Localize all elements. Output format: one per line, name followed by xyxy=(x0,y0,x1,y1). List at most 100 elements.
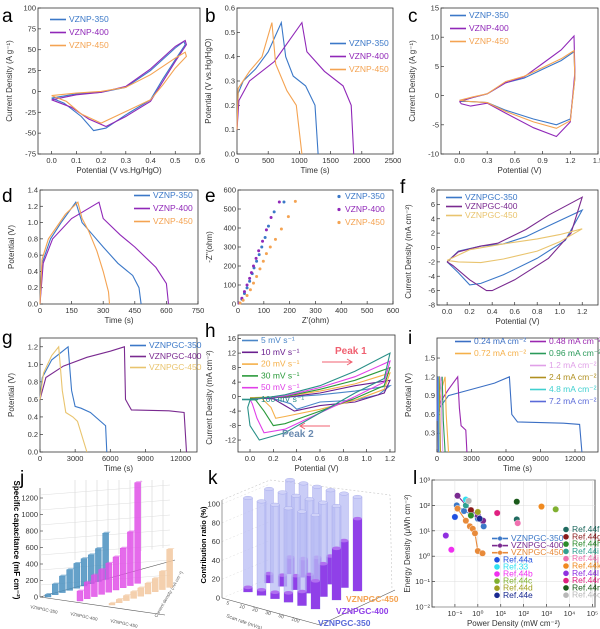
x-tick-label: 2500 xyxy=(385,156,402,165)
x-tick-label: 0.2 xyxy=(96,156,106,165)
legend-label: VZNPGC-350 xyxy=(465,192,518,202)
y-tick-label: -8 xyxy=(428,301,435,310)
y-tick-label: 0.0 xyxy=(28,300,38,309)
x-tick-label: 1.2 xyxy=(577,307,587,316)
bar-top xyxy=(113,555,121,557)
grid-line xyxy=(39,514,171,526)
legend-label: 1.2 mA cm⁻² xyxy=(549,360,597,370)
data-point xyxy=(266,224,270,228)
data-point xyxy=(245,286,249,290)
x-axis-label: Potential (V vs.Hg/HgO) xyxy=(76,166,162,175)
cylinder-top xyxy=(297,509,307,514)
x-tick-label: 3000 xyxy=(463,454,480,463)
legend-marker xyxy=(563,570,569,577)
cylinder-total xyxy=(283,508,294,603)
y-tick-label: 1.2 xyxy=(425,372,435,381)
data-point xyxy=(279,227,283,231)
data-point xyxy=(467,512,475,519)
x-tick-label: 0 xyxy=(38,454,42,463)
cylinder-top xyxy=(298,481,309,486)
x-tick-label: 1.2 xyxy=(385,454,395,463)
series-line xyxy=(39,345,88,453)
x-tick-label: 1500 xyxy=(322,156,339,165)
data-point xyxy=(248,276,252,280)
y-tick-label: 0.9 xyxy=(425,391,435,400)
bar-top xyxy=(120,546,129,549)
legend-label: Ref.44f xyxy=(572,524,600,534)
data-point xyxy=(272,210,276,214)
x-tick-label: 0.0 xyxy=(46,156,56,165)
y-tick-label: 1.4 xyxy=(28,186,38,195)
data-point xyxy=(286,215,290,219)
y-tick-label: 200 xyxy=(25,576,38,585)
y-tick-label: 0.4 xyxy=(28,267,38,276)
bar xyxy=(98,569,105,595)
y-tick-label: 20 xyxy=(212,575,220,584)
legend-label: Ref.44c xyxy=(503,576,533,586)
legend-label: VZNP-450 xyxy=(469,36,509,46)
x-tick-label: 500 xyxy=(262,156,275,165)
panel-label: f xyxy=(400,177,406,198)
y-tick-label: 0.6 xyxy=(28,395,38,404)
y-tick-label: 300 xyxy=(223,243,236,252)
panel-label: b xyxy=(205,6,216,27)
legend-label: VZNPGC-350 xyxy=(511,533,564,543)
cylinder-capacitive xyxy=(305,574,314,594)
y-tick-label: 0.8 xyxy=(28,234,38,243)
cylinder-capacitive-top xyxy=(257,587,266,592)
bar-top xyxy=(98,568,107,570)
panel-label: h xyxy=(205,321,216,342)
y-tick-label: 0 xyxy=(435,91,439,100)
series-line xyxy=(39,346,188,453)
x-tick-label: 750 xyxy=(192,306,205,315)
x-tick-label: 0.5 xyxy=(170,156,180,165)
y-tick-label: -10 xyxy=(428,150,439,159)
x-axis-label: Time (s) xyxy=(104,464,133,473)
y-axis-label: Specific capacitance (mF cm⁻²) xyxy=(12,481,21,600)
y-tick-label: 0.4 xyxy=(225,52,235,61)
legend-label: Ref.44d xyxy=(503,583,533,593)
x-tick-label: 30 xyxy=(264,610,271,618)
cylinder-capacitive xyxy=(353,518,362,591)
legend-label: VZNP-450 xyxy=(345,217,385,227)
legend-label: Ref.44j xyxy=(572,553,599,563)
data-point xyxy=(552,505,560,513)
y-tick-label: 10³ xyxy=(419,476,430,485)
legend-label: Ref.44n xyxy=(572,582,600,592)
panel-e: e 0 100 200 300 400 500 600 0 100 200 300 400 500 600 Z… xyxy=(205,186,399,326)
legend-label: 50 mV s⁻¹ xyxy=(261,382,300,392)
bar-top xyxy=(166,547,175,550)
bar xyxy=(76,590,84,602)
bar xyxy=(83,582,91,599)
y-axis-label: Current Density (mA cm⁻²) xyxy=(205,350,214,445)
legend-marker xyxy=(494,592,500,599)
y-axis-label: Energy Density (μWh cm⁻²) xyxy=(403,494,412,593)
y-tick-label: 0.6 xyxy=(225,4,235,13)
y-tick-label: 50 xyxy=(28,45,36,54)
y-tick-label: 10⁻² xyxy=(415,603,430,612)
cylinder-capacitive xyxy=(332,548,341,600)
x-tick-label: 9000 xyxy=(137,454,154,463)
bar xyxy=(105,563,113,593)
x-tick-label: 0.1 xyxy=(71,156,81,165)
bar-top xyxy=(91,573,100,576)
y-tick-label: 600 xyxy=(223,186,236,195)
bar xyxy=(127,531,134,586)
bar-top xyxy=(159,569,168,572)
y-axis-label: Potential (V vs.Hg/HgO) xyxy=(204,38,213,124)
y-axis-label: Potential (V) xyxy=(7,225,16,269)
x-tick-label: 0.6 xyxy=(509,307,519,316)
x-axis-label: Time (s) xyxy=(104,316,133,325)
panel-label: d xyxy=(2,186,13,207)
cylinder-capacitive xyxy=(257,589,266,596)
plot-area xyxy=(237,189,394,305)
data-point xyxy=(242,290,246,294)
series-line xyxy=(39,345,108,453)
y-tick-label: 0 xyxy=(431,243,435,252)
legend-label: Ref.44o xyxy=(572,590,600,600)
bar-top xyxy=(66,568,75,570)
y-tick-label: -4 xyxy=(229,407,236,416)
legend-label: Ref.44h xyxy=(572,539,600,549)
x-tick-label: 0.2 xyxy=(268,454,278,463)
plot-area xyxy=(436,337,599,453)
